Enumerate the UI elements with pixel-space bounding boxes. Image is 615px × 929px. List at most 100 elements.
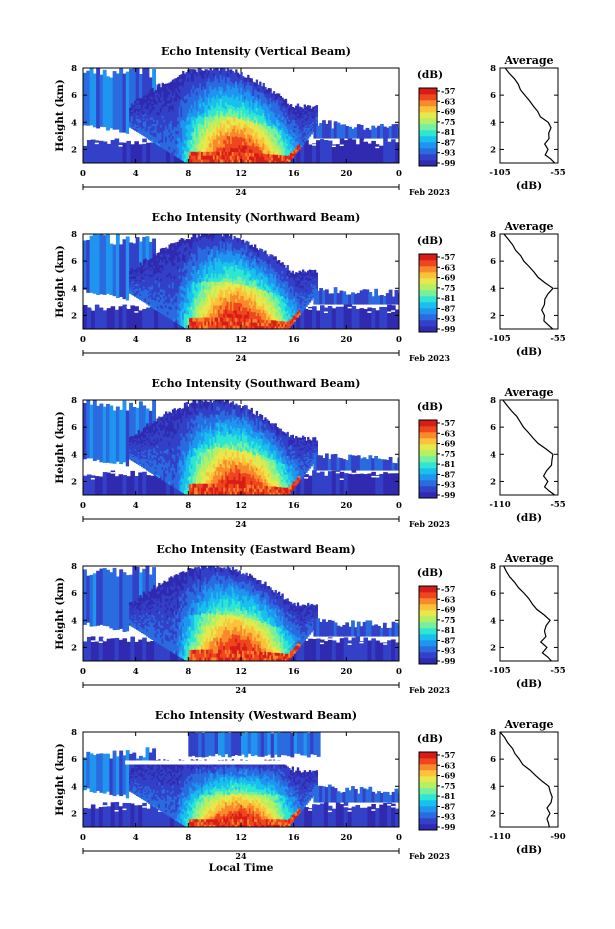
colorbar-swatch xyxy=(419,468,437,475)
colorbar-swatch xyxy=(419,296,437,303)
colorbar-swatch xyxy=(419,326,437,333)
colorbar-swatch xyxy=(419,444,437,451)
x-tick-label: 16 xyxy=(288,335,300,345)
colorbar-swatch xyxy=(419,646,437,653)
x-tick-label: 4 xyxy=(133,169,139,179)
colorbar-swatch xyxy=(419,420,437,427)
colorbar-swatch xyxy=(419,142,437,149)
colorbar-swatch xyxy=(419,794,437,801)
colorbar-label: -87 xyxy=(441,303,455,313)
x-tick-label: 16 xyxy=(288,501,300,511)
y-axis-label: Height (km) xyxy=(54,79,66,151)
colorbar-label: -69 xyxy=(441,605,456,615)
x-axis-label: Local Time xyxy=(209,862,274,874)
day-marker: 24 xyxy=(235,685,247,695)
x-tick-label: 20 xyxy=(340,667,352,677)
colorbar-label: -93 xyxy=(441,812,456,822)
y-tick-label: 4 xyxy=(71,782,77,792)
y-tick-label: 4 xyxy=(71,450,77,460)
colorbar-label: -57 xyxy=(441,584,455,594)
colorbar-label: -87 xyxy=(441,635,455,645)
panel-title: Echo Intensity (Westward Beam) xyxy=(155,709,357,722)
colorbar-swatch xyxy=(419,456,437,463)
colorbar-swatch xyxy=(419,818,437,825)
y-tick-label: 2 xyxy=(71,809,77,819)
x-tick-label: 20 xyxy=(340,833,352,843)
profile-title: Average xyxy=(503,552,553,565)
colorbar-swatch xyxy=(419,432,437,439)
profile-line xyxy=(503,233,554,330)
x-tick-label: 12 xyxy=(235,667,247,677)
colorbar-swatch xyxy=(419,160,437,167)
echo-heatmap xyxy=(83,400,399,495)
profile-y-tick: 8 xyxy=(490,396,496,406)
colorbar-swatch xyxy=(419,254,437,261)
colorbar-swatch xyxy=(419,622,437,629)
colorbar-label: -57 xyxy=(441,252,455,262)
colorbar-swatch xyxy=(419,106,437,113)
profile-title: Average xyxy=(503,718,553,731)
colorbar-swatch xyxy=(419,284,437,291)
colorbar-label: -57 xyxy=(441,86,455,96)
colorbar-label: -69 xyxy=(441,107,456,117)
colorbar: (dB) -57-63-69-75-81-87-93-99 xyxy=(417,567,456,666)
profile-y-tick: 8 xyxy=(490,230,496,240)
profile-y-tick: 6 xyxy=(490,589,496,599)
colorbar-label: -93 xyxy=(441,148,456,158)
profile-y-tick: 4 xyxy=(490,450,496,460)
colorbar-label: -81 xyxy=(441,293,455,303)
y-tick-label: 6 xyxy=(71,257,77,267)
colorbar-swatch xyxy=(419,604,437,611)
colorbar-swatch xyxy=(419,278,437,285)
profile-x-label: (dB) xyxy=(516,678,542,690)
colorbar-label: -99 xyxy=(441,656,456,666)
y-axis-label: Height (km) xyxy=(54,411,66,483)
profile-x-tick: -105 xyxy=(489,334,510,344)
colorbar-label: -99 xyxy=(441,158,456,168)
profile-x-label: (dB) xyxy=(516,180,542,192)
colorbar-label: -99 xyxy=(441,490,456,500)
profile-x-label: (dB) xyxy=(516,844,542,856)
colorbar-label: -81 xyxy=(441,625,455,635)
colorbar-swatch xyxy=(419,112,437,119)
colorbar-label: -63 xyxy=(441,96,456,106)
y-tick-label: 4 xyxy=(71,616,77,626)
colorbar-label: -69 xyxy=(441,771,456,781)
x-tick-label: 12 xyxy=(235,833,247,843)
x-tick-label: 12 xyxy=(235,335,247,345)
colorbar-swatch xyxy=(419,100,437,107)
date-label: Feb 2023 xyxy=(409,353,450,363)
colorbar-label: -93 xyxy=(441,480,456,490)
colorbar-swatch xyxy=(419,652,437,659)
colorbar-label: -69 xyxy=(441,273,456,283)
colorbar-unit: (dB) xyxy=(417,401,443,413)
colorbar-swatch xyxy=(419,480,437,487)
profile-y-tick: 4 xyxy=(490,616,496,626)
colorbar-label: -75 xyxy=(441,615,455,625)
colorbar-swatch xyxy=(419,266,437,273)
y-tick-label: 6 xyxy=(71,423,77,433)
x-tick-label: 0 xyxy=(396,335,402,345)
colorbar-unit: (dB) xyxy=(417,235,443,247)
colorbar-swatch xyxy=(419,136,437,143)
y-axis-label: Height (km) xyxy=(54,245,66,317)
day-marker: 24 xyxy=(235,851,247,861)
profile-title: Average xyxy=(503,386,553,399)
x-tick-label: 0 xyxy=(396,667,402,677)
colorbar-swatch xyxy=(419,438,437,445)
y-tick-label: 8 xyxy=(71,230,77,240)
colorbar-swatch xyxy=(419,616,437,623)
colorbar-swatch xyxy=(419,260,437,267)
panel-title: Echo Intensity (Eastward Beam) xyxy=(156,543,355,556)
profile-title: Average xyxy=(503,54,553,67)
colorbar-label: -75 xyxy=(441,283,455,293)
average-profile: Average 2 4 6 8 -105 -55 (dB) xyxy=(489,54,565,192)
colorbar-label: -93 xyxy=(441,646,456,656)
y-tick-label: 8 xyxy=(71,562,77,572)
colorbar-swatch xyxy=(419,610,437,617)
x-tick-label: 0 xyxy=(80,667,86,677)
